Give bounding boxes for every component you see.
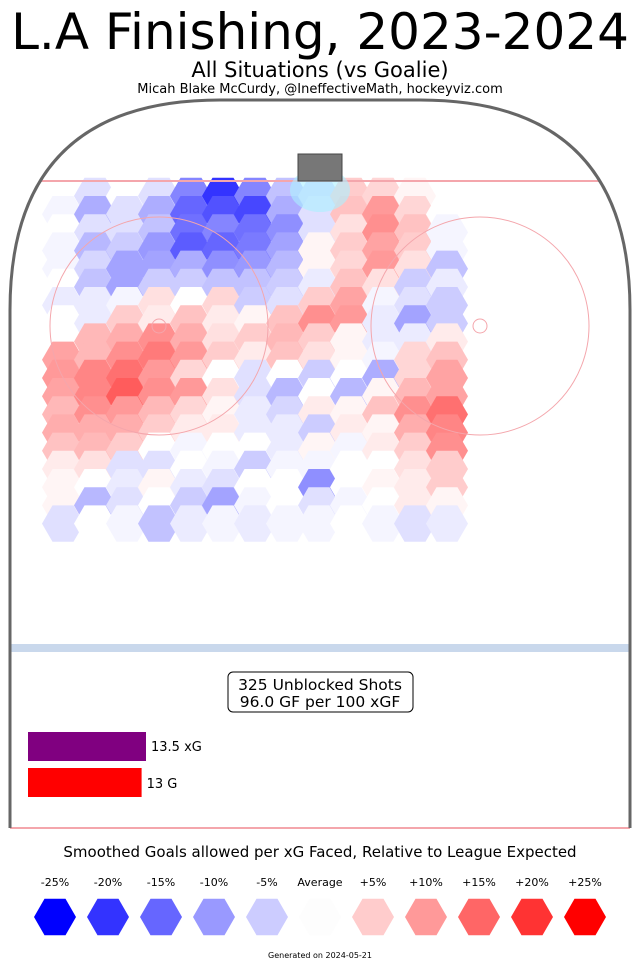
shots-text: 325 Unblocked Shots	[238, 676, 402, 694]
heatmap-cell	[330, 505, 372, 542]
heatmap-cell	[138, 505, 180, 542]
faceoff-circle-right	[370, 216, 590, 436]
legend-swatch	[458, 898, 500, 936]
heatmap-cells	[42, 177, 468, 542]
legend-label: +15%	[462, 876, 496, 889]
heatmap-cell	[234, 505, 276, 542]
chart-subtitle: All Situations (vs Goalie)	[191, 58, 449, 82]
legend-label: -15%	[147, 876, 175, 889]
legend-label: +5%	[360, 876, 387, 889]
heatmap-cell	[426, 505, 468, 542]
faceoff-circle-left	[49, 216, 269, 436]
heatmap-cell	[170, 505, 212, 542]
heatmap-cell	[266, 505, 308, 542]
heatmap-cell	[362, 505, 404, 542]
xg-bar	[28, 732, 146, 761]
legend-swatch	[193, 898, 235, 936]
legend-swatch	[352, 898, 394, 936]
heatmap-cell	[42, 505, 84, 542]
faceoff-dot-right	[472, 318, 488, 334]
color-legend: -25% -20% -15% -10% -5% Average +5% +10% +15% +20…	[34, 876, 606, 936]
generated-date: Generated on 2024-05-21	[268, 951, 372, 960]
legend-swatch	[405, 898, 447, 936]
legend-swatch	[140, 898, 182, 936]
stats-box	[227, 671, 414, 713]
legend-swatch	[511, 898, 553, 936]
heatmap-cell	[202, 505, 244, 542]
legend-swatch	[299, 898, 341, 936]
legend-label: +20%	[515, 876, 549, 889]
heatmap-cell	[74, 505, 116, 542]
rate-text: 96.0 GF per 100 xGF	[240, 693, 401, 711]
legend-swatch	[564, 898, 606, 936]
legend-label: -20%	[94, 876, 122, 889]
faceoff-dot-left	[151, 318, 167, 334]
rink-boards	[8, 98, 632, 828]
heatmap-cell	[106, 505, 148, 542]
legend-label: -10%	[200, 876, 228, 889]
xg-bar-label: 13.5 xG	[151, 740, 202, 755]
chart-title: L.A Finishing, 2023-2024	[11, 3, 629, 61]
legend-label: +25%	[568, 876, 602, 889]
legend-swatch	[246, 898, 288, 936]
chart-byline: Micah Blake McCurdy, @IneffectiveMath, h…	[137, 82, 503, 97]
legend-label: -25%	[41, 876, 69, 889]
legend-swatch	[87, 898, 129, 936]
blue-line	[10, 644, 630, 652]
legend-swatch	[34, 898, 76, 936]
legend-title: Smoothed Goals allowed per xG Faced, Rel…	[63, 843, 576, 861]
heatmap-cell	[298, 505, 340, 542]
legend-label: Average	[297, 876, 342, 889]
legend-label: +10%	[409, 876, 443, 889]
legend-label: -5%	[256, 876, 277, 889]
goal-net	[297, 153, 343, 182]
goals-bar-label: 13 G	[147, 777, 178, 792]
goals-bar	[28, 768, 142, 797]
heatmap-cell	[394, 505, 436, 542]
